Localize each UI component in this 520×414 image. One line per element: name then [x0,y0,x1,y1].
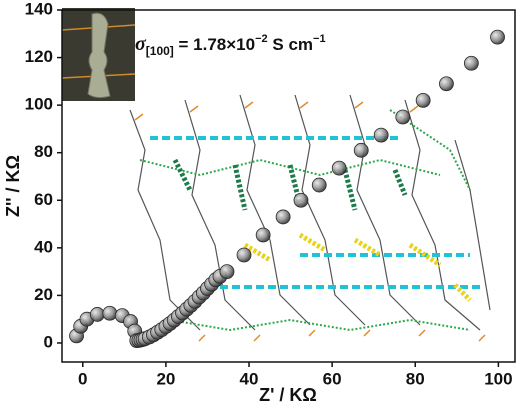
y-tick-label: 40 [34,237,53,256]
structure-overlay [129,94,491,342]
x-tick-label: 20 [156,369,175,388]
annotation-subscript: [100] [146,44,174,58]
data-point [293,192,309,208]
y-tick-label: 140 [25,0,53,18]
data-point [490,29,505,45]
data-point [353,142,369,158]
x-tick-label: 0 [78,369,87,388]
data-point [439,76,454,92]
annotation-symbol: σ [135,33,147,55]
data-point [331,160,347,176]
axes [57,9,516,367]
x-tick-label: 40 [240,369,259,388]
x-tick-label: 100 [484,369,512,388]
y-tick-label: 100 [25,95,53,114]
y-tick-label: 80 [34,142,53,161]
annotation-unit: S cm [268,35,313,54]
annotation-unit-exponent: −1 [313,33,326,45]
x-axis-title: Z' / KΩ [259,385,317,405]
data-point [463,55,479,71]
inset-photo [61,8,136,101]
data-point [275,209,291,225]
y-tick-label: 120 [25,47,53,66]
annotation-text: = 1.78×10 [174,35,255,54]
x-tick-label: 60 [323,369,342,388]
data-point [395,109,411,125]
data-point [89,307,105,322]
data-point [415,92,431,108]
data-point [219,264,235,280]
y-tick-label: 0 [44,332,53,351]
x-tick-label: 80 [406,369,425,388]
annotation: σ[100] = 1.78×10−2 S cm−1 [135,33,326,58]
y-tick-label: 60 [34,190,53,209]
y-tick-label: 20 [34,285,53,304]
data-point [255,227,271,243]
data-point [373,127,389,143]
data-point [311,177,327,193]
data-point [236,247,252,263]
annotation-exponent: −2 [255,33,268,45]
data-point [102,305,118,321]
plot-frame [61,9,516,363]
y-axis-title: Z'' / KΩ [3,155,23,217]
